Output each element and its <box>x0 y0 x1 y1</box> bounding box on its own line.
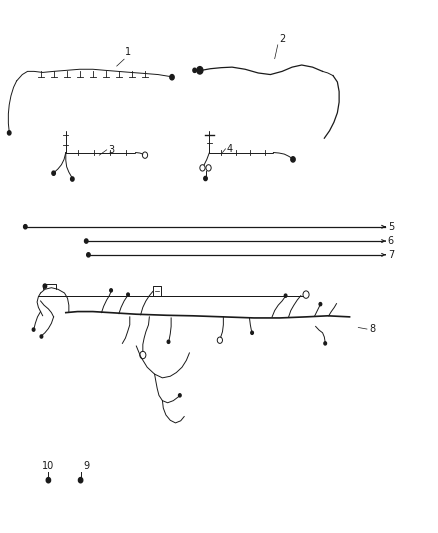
Circle shape <box>319 303 322 306</box>
Text: 6: 6 <box>388 236 394 246</box>
Circle shape <box>324 342 326 345</box>
Circle shape <box>167 340 170 343</box>
Circle shape <box>40 335 43 338</box>
Circle shape <box>110 289 113 292</box>
Circle shape <box>85 239 88 243</box>
Circle shape <box>46 478 50 483</box>
Circle shape <box>52 171 55 175</box>
Circle shape <box>43 284 47 288</box>
Text: 7: 7 <box>388 250 394 260</box>
Circle shape <box>32 328 35 331</box>
Text: 4: 4 <box>227 144 233 154</box>
Text: 9: 9 <box>83 461 89 471</box>
Circle shape <box>7 131 11 135</box>
Text: 2: 2 <box>279 34 285 44</box>
Circle shape <box>170 75 174 80</box>
Circle shape <box>197 67 203 74</box>
Circle shape <box>87 253 90 257</box>
Text: 10: 10 <box>42 461 54 471</box>
Text: 1: 1 <box>125 47 131 57</box>
Circle shape <box>291 157 295 162</box>
Circle shape <box>78 478 83 483</box>
Circle shape <box>127 293 129 296</box>
Text: 8: 8 <box>369 324 375 334</box>
Text: 5: 5 <box>388 222 394 232</box>
Circle shape <box>284 294 287 297</box>
Circle shape <box>71 177 74 181</box>
Circle shape <box>251 331 253 334</box>
Circle shape <box>193 68 196 72</box>
Circle shape <box>24 224 27 229</box>
Circle shape <box>179 394 181 397</box>
Text: 3: 3 <box>108 145 114 155</box>
Circle shape <box>204 176 207 181</box>
